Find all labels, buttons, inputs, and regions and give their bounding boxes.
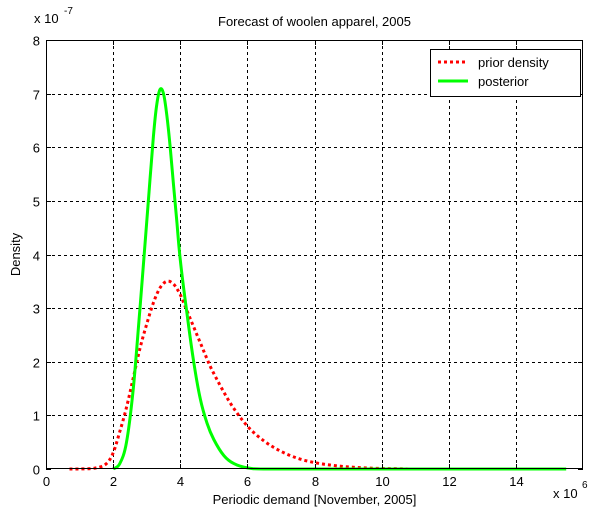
y-axis-multiplier: x 10 -7 [34, 6, 73, 26]
chart-title: Forecast of woolen apparel, 2005 [218, 14, 411, 29]
y-tick-label: 5 [33, 195, 40, 210]
y-axis-label: Density [8, 232, 23, 276]
x-tick-label: 6 [244, 474, 251, 489]
y-multiplier-base: x 10 [34, 11, 59, 26]
x-multiplier-exponent: 6 [582, 480, 588, 491]
x-tick-label: 10 [375, 474, 389, 489]
y-tick-label: 6 [33, 141, 40, 156]
legend-label-posterior: posterior [478, 74, 529, 89]
x-tick-label: 14 [509, 474, 523, 489]
x-multiplier-base: x 10 [553, 486, 578, 501]
y-tick-label: 1 [33, 409, 40, 424]
x-axis-multiplier: x 10 6 [553, 480, 588, 501]
legend-label-prior: prior density [478, 55, 549, 70]
legend: prior density posterior [430, 49, 581, 97]
y-tick-label: 8 [33, 34, 40, 49]
plot-area [46, 40, 583, 469]
y-tick-label: 3 [33, 302, 40, 317]
x-tick-label: 0 [43, 474, 50, 489]
x-tick-label: 12 [442, 474, 456, 489]
y-multiplier-exponent: -7 [64, 6, 73, 17]
x-tick-label: 2 [110, 474, 117, 489]
y-tick-label: 0 [33, 463, 40, 478]
y-tick-label: 4 [33, 249, 40, 264]
x-ticks: 0 2 4 6 8 10 12 14 [43, 40, 524, 489]
y-tick-label: 7 [33, 88, 40, 103]
x-tick-label: 4 [177, 474, 184, 489]
legend-box [430, 49, 581, 97]
x-tick-label: 8 [312, 474, 319, 489]
y-ticks: 0 1 2 3 4 5 6 7 8 [33, 34, 583, 478]
y-tick-label: 2 [33, 356, 40, 371]
x-axis-label: Periodic demand [November, 2005] [213, 492, 417, 507]
plot-frame [46, 40, 583, 469]
